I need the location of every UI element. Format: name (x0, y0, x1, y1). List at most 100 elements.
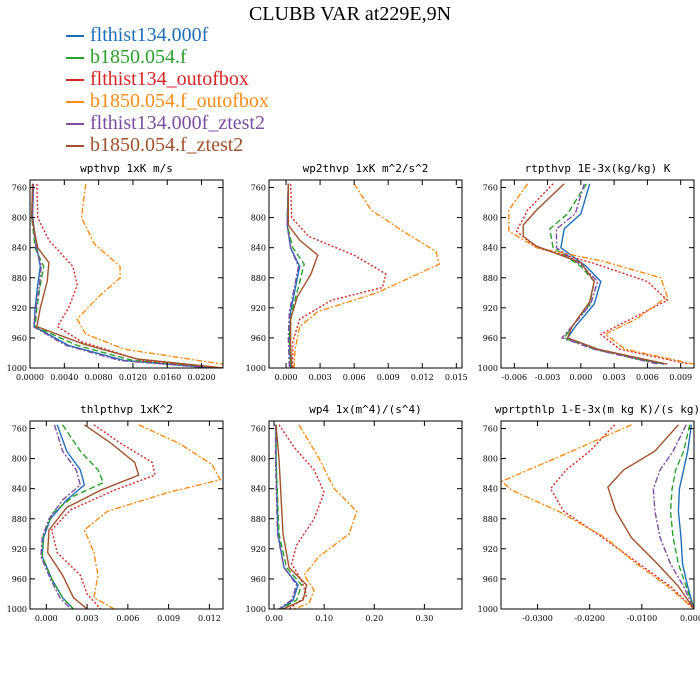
x-tick-label: 0.10 (315, 614, 333, 623)
series-line (669, 424, 694, 609)
legend-swatch (66, 123, 84, 126)
y-tick-label: 840 (12, 485, 27, 494)
x-tick-label: 0.009 (377, 373, 400, 382)
series-line (76, 183, 223, 365)
y-tick-label: 1000 (7, 364, 27, 373)
y-tick-label: 1000 (246, 364, 266, 373)
y-tick-label: 920 (12, 304, 27, 313)
y-tick-label: 880 (251, 274, 266, 283)
series-line (501, 424, 694, 609)
y-tick-label: 880 (251, 515, 266, 524)
chart-panel: wprtpthlp 1-E-3x(m kg K)/(s kg) 760 800 840… (478, 403, 700, 623)
legend-label: b1850.054.f (90, 46, 187, 68)
series-line (289, 183, 387, 368)
y-tick-label: 960 (483, 334, 498, 343)
y-tick-label: 760 (483, 184, 498, 193)
x-tick-label: -0.006 (502, 373, 528, 382)
x-tick-label: 0.006 (343, 373, 366, 382)
series-line (287, 183, 319, 368)
series-line (31, 183, 215, 368)
x-tick-label: 0.0000 (16, 373, 44, 382)
y-tick-label: 920 (12, 545, 27, 554)
plot-frame (29, 420, 224, 610)
x-tick-label: 0.012 (198, 614, 221, 623)
series-line (555, 183, 659, 365)
legend-item: b1850.054.f_outofbox (66, 90, 269, 112)
y-tick-label: 880 (483, 274, 498, 283)
legend-swatch (66, 101, 84, 104)
x-tick-label: 0.0120 (119, 373, 147, 382)
legend-item: b1850.054.f_ztest2 (66, 134, 243, 156)
series-line (522, 183, 668, 365)
y-tick-label: 840 (483, 485, 498, 494)
x-tick-label: 0.003 (309, 373, 332, 382)
y-tick-label: 960 (12, 334, 27, 343)
x-tick-label: 0.012 (411, 373, 434, 382)
legend-label: flthist134_outofbox (90, 68, 249, 90)
x-tick-label: 0.000 (569, 373, 592, 382)
x-tick-label: 0.009 (669, 373, 692, 382)
y-tick-label: 840 (12, 244, 27, 253)
chart-panel: thlpthvp 1xK^2 760 800 840 880 920 960 1000 0.00… (7, 403, 224, 623)
y-tick-label: 960 (251, 334, 266, 343)
chart-panel: wp2thvp 1xK m^2/s^2 760 800 840 880 920 960 100… (246, 162, 468, 382)
series-line (286, 183, 300, 368)
x-tick-label: -0.0100 (626, 614, 657, 623)
x-tick-label: -0.003 (535, 373, 561, 382)
legend-item: flthist134_outofbox (66, 68, 249, 90)
series-line (293, 424, 358, 609)
y-tick-label: 800 (251, 455, 266, 464)
series-line (278, 424, 325, 609)
legend-label: flthist134.000f_ztest2 (90, 112, 265, 134)
y-tick-label: 920 (251, 545, 266, 554)
legend-swatch (66, 145, 84, 148)
y-tick-label: 960 (251, 575, 266, 584)
chart-title: thlpthvp 1xK^2 (80, 403, 173, 416)
series-line (677, 424, 694, 609)
series-line (50, 424, 156, 609)
y-tick-label: 920 (483, 545, 498, 554)
x-tick-label: 0.0080 (85, 373, 113, 382)
chart-title: wprtpthlp 1-E-3x(m kg K)/(s kg) (495, 403, 700, 416)
chart-title: wp2thvp 1xK m^2/s^2 (303, 162, 429, 175)
series-line (46, 424, 140, 609)
x-tick-label: -0.0200 (574, 614, 605, 623)
y-tick-label: 760 (251, 425, 266, 434)
page-title: CLUBB VAR at229E,9N (248, 3, 452, 25)
y-tick-label: 840 (483, 244, 498, 253)
legend-swatch (66, 35, 84, 38)
x-tick-label: 0.000 (275, 373, 298, 382)
y-tick-label: 760 (12, 184, 27, 193)
series-line (293, 183, 441, 368)
y-tick-label: 1000 (478, 364, 498, 373)
x-tick-label: 0.006 (636, 373, 659, 382)
plot-frame (268, 179, 463, 369)
y-tick-label: 1000 (246, 605, 266, 614)
chart-title: wp4 1x(m^4)/(s^4) (309, 403, 422, 416)
series-line (83, 424, 222, 609)
chart-panel: wpthvp 1xK m/s76080084088092096010000.00… (7, 162, 224, 382)
x-tick-label: 0.0000 (680, 614, 700, 623)
y-tick-label: 840 (251, 485, 266, 494)
x-tick-label: 0.20 (365, 614, 383, 623)
series-line (508, 183, 694, 365)
series-line (607, 424, 694, 609)
y-tick-label: 960 (12, 575, 27, 584)
y-tick-label: 800 (251, 214, 266, 223)
series-line (515, 183, 690, 365)
y-tick-label: 960 (483, 575, 498, 584)
chart-panel: wp4 1x(m^4)/(s^4) 760 800 840 880 920 960 1000 0… (246, 403, 463, 623)
series-line (36, 183, 223, 368)
legend-item: flthist134.000f_ztest2 (66, 112, 265, 134)
y-tick-label: 760 (483, 425, 498, 434)
x-tick-label: 0.015 (445, 373, 468, 382)
series-line (40, 424, 82, 609)
plot-frame (29, 179, 224, 369)
legend-swatch (66, 57, 84, 60)
chart-title: wpthvp 1xK m/s (80, 162, 173, 175)
legend-item: flthist134.000f (66, 24, 208, 46)
y-tick-label: 880 (12, 515, 27, 524)
y-tick-label: 880 (12, 274, 27, 283)
series-line (30, 183, 221, 368)
